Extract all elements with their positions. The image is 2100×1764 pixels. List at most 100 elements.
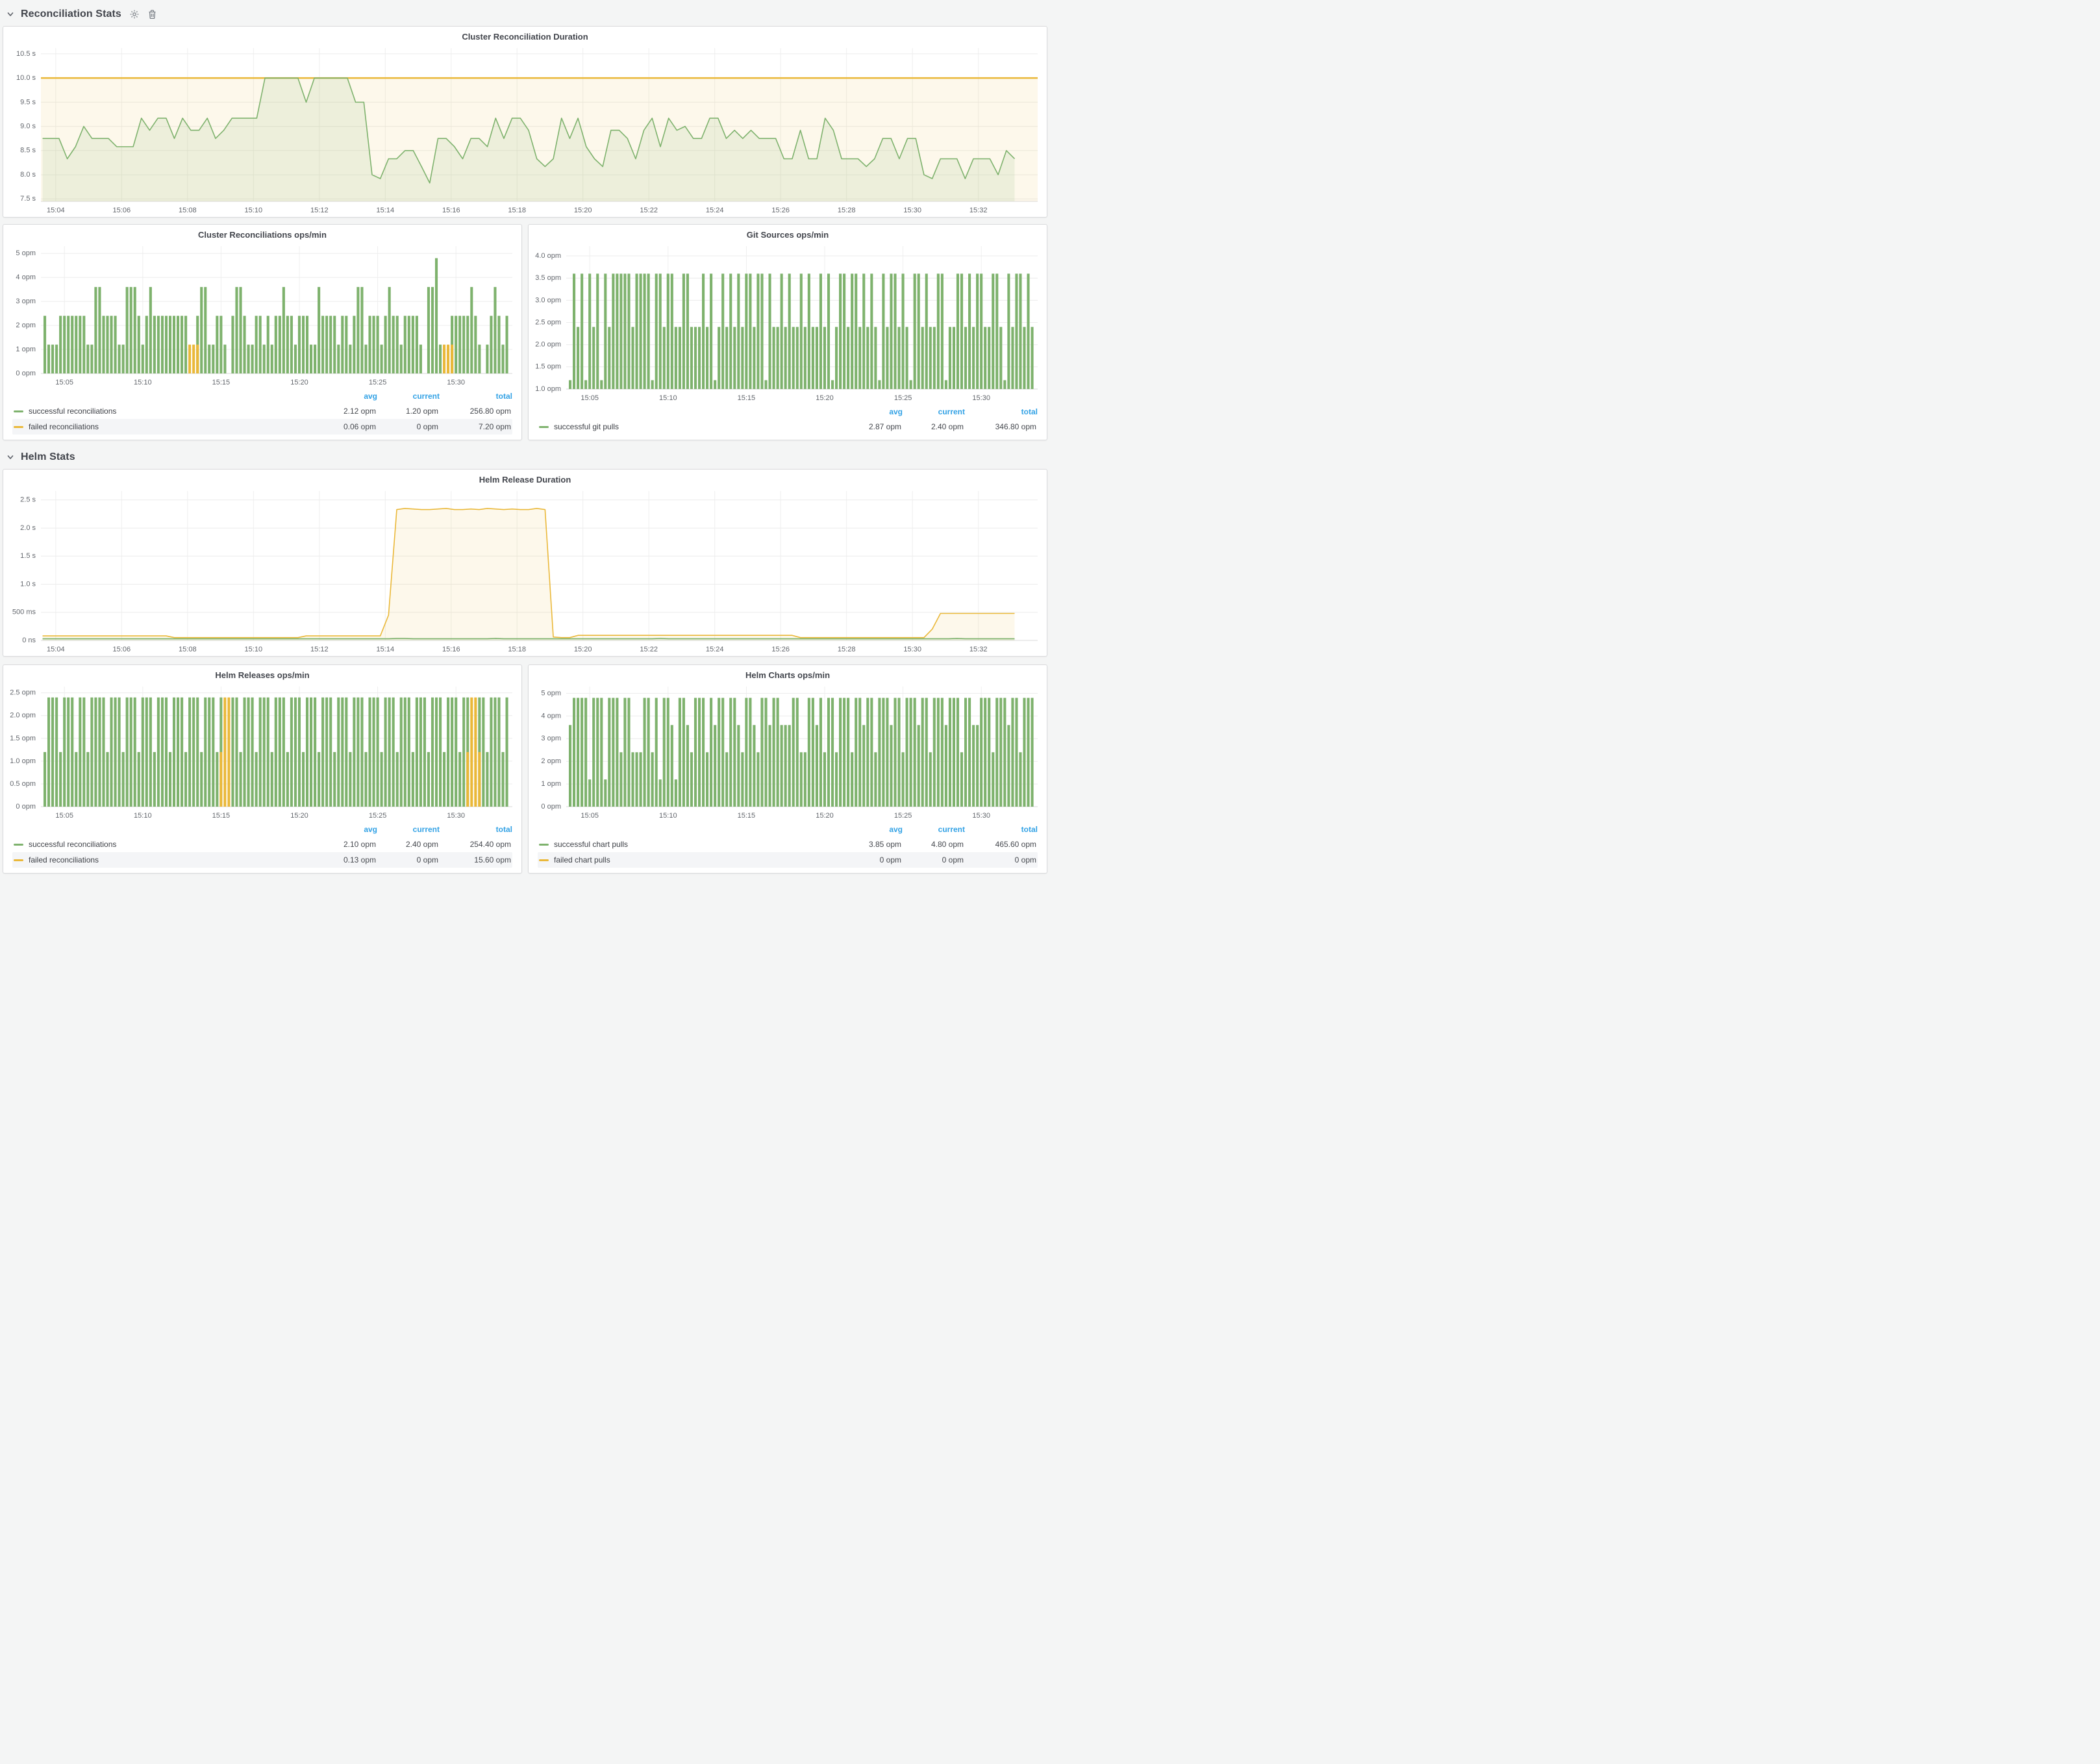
svg-text:15:10: 15:10 [245,646,263,653]
legend-current-value: 0 opm [416,855,438,864]
legend-current-header[interactable]: current [412,392,440,401]
legend-total-value: 7.20 opm [478,422,511,431]
svg-text:15:25: 15:25 [369,812,387,820]
legend-row-failed-reconciliations[interactable]: failed reconciliations 0.13 opm 0 opm 15… [12,852,512,868]
legend-current-value: 1.20 opm [405,407,438,416]
series-color-marker [14,859,23,861]
legend-total-header[interactable]: total [1021,825,1038,834]
svg-text:2.5 s: 2.5 s [20,496,36,504]
panel-title[interactable]: Helm Release Duration [479,475,571,485]
svg-text:15:08: 15:08 [179,646,197,653]
helm-release-duration-plot[interactable]: 15:04 15:06 15:08 15:10 15:12 15:14 15:16 15:18… [3,486,1047,656]
svg-text:1.5 s: 1.5 s [20,552,36,560]
panel-title[interactable]: Cluster Reconciliations ops/min [198,230,327,240]
legend-avg-header[interactable]: avg [364,392,377,401]
legend-header: avg current total [538,822,1038,837]
svg-text:10.0 s: 10.0 s [16,74,36,82]
legend-row-successful-reconciliations[interactable]: successful reconciliations 2.10 opm 2.40… [12,837,512,852]
svg-text:4.0 opm: 4.0 opm [535,252,561,260]
legend-avg-header[interactable]: avg [889,407,903,416]
series-color-marker [14,843,23,846]
svg-text:1 opm: 1 opm [16,346,36,353]
legend-current-header[interactable]: current [938,825,965,834]
legend-series-name: successful git pulls [554,422,619,431]
svg-text:1.0 opm: 1.0 opm [535,385,561,393]
svg-text:15:20: 15:20 [574,646,592,653]
svg-text:0 opm: 0 opm [541,803,561,811]
legend-series-name: successful reconciliations [29,840,117,849]
svg-text:15:12: 15:12 [310,207,329,214]
panel-cluster-reconciliations-opm: Cluster Reconciliations ops/min 15:05 15:… [3,224,522,440]
legend-avg-value: 2.10 opm [343,840,376,849]
legend-avg-value: 2.12 opm [343,407,376,416]
svg-text:15:05: 15:05 [55,812,73,820]
svg-text:0 ns: 0 ns [22,636,36,644]
svg-text:15:20: 15:20 [816,394,834,402]
chevron-down-icon[interactable] [6,10,14,18]
legend-series-name: failed reconciliations [29,855,99,864]
chevron-down-icon[interactable] [6,453,14,461]
svg-text:15:28: 15:28 [838,646,856,653]
section-header-helm: Helm Stats [6,448,1047,466]
helm-releases-opm-plot[interactable]: 15:05 15:10 15:15 15:20 15:25 15:30 0 opm 0.5 o… [3,681,521,822]
svg-text:15:08: 15:08 [179,207,197,214]
svg-text:2 opm: 2 opm [16,321,36,329]
legend-avg-header[interactable]: avg [364,825,377,834]
legend-total-value: 346.80 opm [995,422,1036,431]
svg-text:1.5 opm: 1.5 opm [10,735,36,742]
trash-icon[interactable] [147,9,157,19]
panel-cluster-reconciliation-duration: Cluster Reconciliation Duration 15:04 15:… [3,26,1047,218]
svg-text:2.5 opm: 2.5 opm [535,318,561,326]
svg-text:15:18: 15:18 [508,207,526,214]
svg-text:15:04: 15:04 [47,646,65,653]
svg-text:500 ms: 500 ms [12,609,36,616]
panel-title[interactable]: Cluster Reconciliation Duration [462,32,588,42]
svg-text:15:06: 15:06 [113,646,131,653]
cluster-reconciliations-opm-plot[interactable]: 15:05 15:10 15:15 15:20 15:25 15:30 0 opm 1 opm… [3,241,521,389]
legend-total-value: 0 opm [1014,855,1036,864]
svg-text:2.0 opm: 2.0 opm [535,341,561,349]
svg-text:15:28: 15:28 [838,207,856,214]
section-header-reconciliation: Reconciliation Stats [6,5,1047,23]
legend-current-value: 0 opm [942,855,964,864]
svg-text:15:16: 15:16 [442,646,460,653]
legend-current-header[interactable]: current [938,407,965,416]
svg-text:15:30: 15:30 [903,207,921,214]
git-sources-opm-plot[interactable]: 15:05 15:10 15:15 15:20 15:25 15:30 1.0 opm 1.5… [529,241,1047,405]
svg-text:2.5 opm: 2.5 opm [10,689,36,697]
svg-text:9.0 s: 9.0 s [20,123,36,131]
cluster-reconciliation-duration-plot[interactable]: 15:04 15:06 15:08 15:10 15:12 15:14 15:16 15:18… [3,43,1047,217]
svg-text:15:05: 15:05 [55,379,73,386]
svg-text:15:04: 15:04 [47,207,65,214]
helm-charts-opm-plot[interactable]: 15:05 15:10 15:15 15:20 15:25 15:30 0 opm 1 opm… [529,681,1047,822]
legend-total-header[interactable]: total [495,825,512,834]
legend-current-value: 2.40 opm [405,840,438,849]
legend-row-successful-chart-pulls[interactable]: successful chart pulls 3.85 opm 4.80 opm… [538,837,1038,852]
legend-current-header[interactable]: current [412,825,440,834]
panel-title[interactable]: Helm Releases ops/min [215,670,310,680]
svg-text:15:26: 15:26 [771,646,790,653]
series-color-marker [14,410,23,412]
svg-text:15:30: 15:30 [447,812,465,820]
svg-text:5 opm: 5 opm [16,249,36,257]
legend-row-successful-git-pulls[interactable]: successful git pulls 2.87 opm 2.40 opm 3… [538,419,1038,435]
panel-git-sources-opm: Git Sources ops/min 15:05 15:10 15:15 15:20… [528,224,1047,440]
panel-title[interactable]: Git Sources ops/min [746,230,829,240]
legend-avg-header[interactable]: avg [889,825,903,834]
legend-total-value: 15.60 opm [474,855,511,864]
svg-text:15:32: 15:32 [969,646,988,653]
svg-text:4 opm: 4 opm [541,712,561,720]
legend-total-header[interactable]: total [495,392,512,401]
legend-row-successful-reconciliations[interactable]: successful reconciliations 2.12 opm 1.20… [12,403,512,419]
legend-row-failed-reconciliations[interactable]: failed reconciliations 0.06 opm 0 opm 7.… [12,419,512,435]
gear-icon[interactable] [129,9,140,19]
section-title-reconciliation[interactable]: Reconciliation Stats [21,8,121,19]
section-title-helm[interactable]: Helm Stats [21,451,75,462]
legend-row-failed-chart-pulls[interactable]: failed chart pulls 0 opm 0 opm 0 opm [538,852,1038,868]
svg-text:15:14: 15:14 [377,207,395,214]
legend-total-header[interactable]: total [1021,407,1038,416]
legend: avg current total successful chart pulls… [529,822,1047,873]
svg-text:15:24: 15:24 [706,207,724,214]
svg-text:15:25: 15:25 [894,394,912,402]
panel-title[interactable]: Helm Charts ops/min [745,670,831,680]
